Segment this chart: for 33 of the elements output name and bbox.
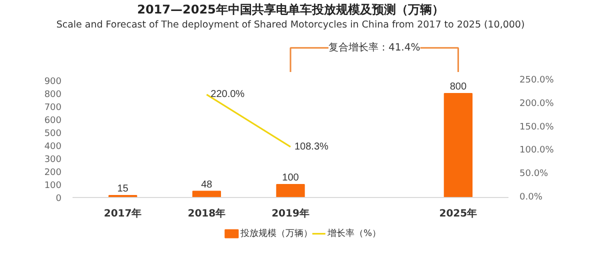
- y-tick-label: 300: [44, 155, 62, 165]
- y2-tick-label: 100.0%: [520, 146, 554, 156]
- y2-tick-label: 0.0%: [520, 192, 543, 202]
- y2-tick-label: 200.0%: [520, 98, 554, 109]
- y-tick-label: 800: [44, 90, 62, 100]
- legend-label: 投放规模（万辆）: [239, 228, 312, 239]
- chart-subtitle: Scale and Forecast of The deployment of Shared Motorcycles in China from 2017 to 2025 (10,000): [56, 20, 525, 30]
- data-label: 100: [282, 172, 300, 184]
- y2-tick-label: 250.0%: [520, 76, 554, 86]
- data-label: 220.0%: [210, 89, 245, 100]
- y-tick-label: 900: [44, 77, 62, 87]
- x-tick-label: 2017年: [104, 208, 142, 220]
- y2-tick-label: 50.0%: [520, 169, 549, 180]
- bar: [276, 184, 305, 198]
- y-tick-label: 400: [44, 142, 62, 152]
- y-tick-label: 500: [44, 129, 62, 139]
- data-label: 800: [450, 82, 467, 92]
- y-tick-label: 0: [56, 194, 62, 204]
- bar: [444, 93, 473, 198]
- y-tick-label: 700: [44, 103, 62, 113]
- data-label: 15: [117, 184, 129, 195]
- y-tick-label: 100: [44, 181, 62, 191]
- x-tick-label: 2018年: [188, 208, 226, 220]
- x-tick-label: 2019年: [272, 208, 310, 220]
- legend-label: 增长率（%）: [326, 228, 382, 239]
- y-tick-label: 200: [44, 168, 62, 178]
- y-tick-label: 600: [44, 116, 62, 126]
- text: 复合增长率：41.4%: [328, 41, 420, 54]
- x-tick-label: 2025年: [439, 208, 478, 220]
- chart-title: 2017—2025年中国共享电单车投放规模及预测（万辆）: [137, 2, 444, 16]
- data-label: 108.3%: [294, 141, 329, 152]
- y2-tick-label: 150.0%: [520, 122, 554, 132]
- data-label: 48: [201, 179, 213, 190]
